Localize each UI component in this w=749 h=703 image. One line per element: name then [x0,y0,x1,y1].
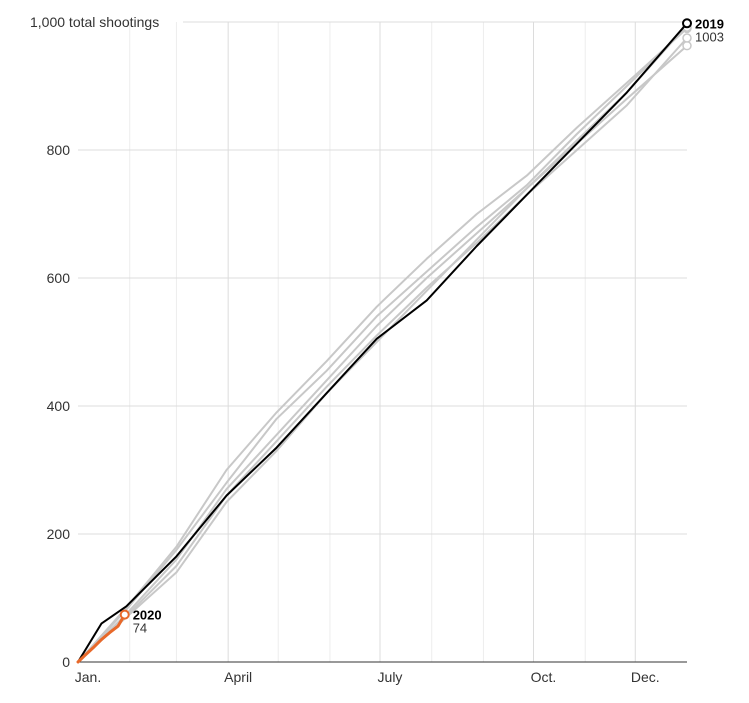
series-lines [76,20,692,664]
grid-minor-lines [129,22,586,662]
series-end-value: 1003 [695,29,724,44]
series-end-label: 2020 [133,608,162,623]
series-line-past-year [77,37,688,663]
x-tick-label: Jan. [75,669,101,685]
grid-major-lines [78,21,687,662]
x-tick-label: Dec. [631,669,660,685]
series-line-2019 [77,22,688,663]
y-tick-label: 800 [47,142,71,158]
y-tick-label: 1,000 total shootings [30,14,159,30]
x-tick-label: April [224,669,252,685]
y-tick-label: 0 [62,654,70,670]
x-axis-tick-labels: Jan. April July Oct. Dec. [75,669,660,685]
series-end-marker-2020 [119,609,130,620]
series-end-label: 2019 [695,16,724,31]
series-end-marker-2019 [682,18,692,29]
series-end-value: 74 [133,621,147,636]
series-end-marker [682,40,692,51]
y-tick-label: 600 [47,270,71,286]
series-line-past-year [77,26,688,663]
series-line-2020 [76,613,127,664]
x-tick-label: Oct. [531,669,557,685]
y-tick-label: 200 [47,526,71,542]
x-tick-label: July [378,669,403,685]
y-axis-tick-labels: 0 200 400 600 800 1,000 total shootings [30,14,159,670]
series-line-past-year [77,27,688,663]
series-line-past-year [77,24,688,663]
series-line-past-year [77,44,688,663]
y-tick-label: 400 [47,398,71,414]
series-end-marker [682,33,692,43]
